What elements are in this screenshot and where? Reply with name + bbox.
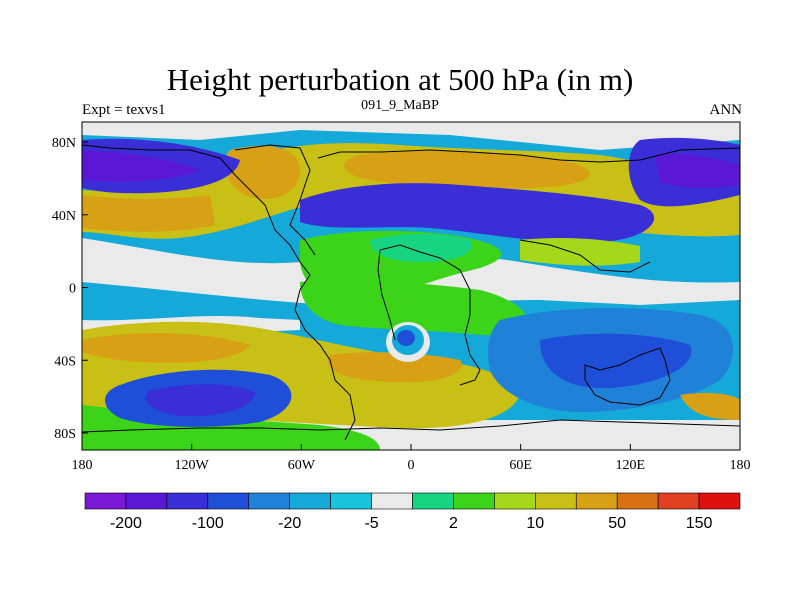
x-tick-label: 180	[730, 458, 751, 473]
x-tick-label: 60E	[509, 458, 532, 473]
colorbar-swatch	[207, 492, 250, 510]
north-pacific-trough-core	[82, 150, 200, 182]
colorbar-swatch	[412, 492, 454, 510]
x-tick-label: 120W	[175, 458, 210, 473]
colorbar-swatch	[84, 492, 127, 510]
coastline-antarctica	[82, 419, 740, 433]
siberia-trough-core	[655, 153, 740, 188]
colorbar-swatch	[657, 492, 700, 510]
coastline-south-asia	[519, 239, 651, 273]
y-tick-label: 40N	[52, 209, 76, 224]
y-axis: 80N 40N 0 40S 80S	[52, 136, 88, 442]
indian-ocean-trough-core	[540, 333, 692, 389]
south-orange-cell-center	[328, 352, 462, 383]
experiment-label: Expt = texvs1	[82, 102, 166, 118]
colorbar-swatch	[371, 492, 413, 510]
colorbar-swatch	[166, 492, 209, 510]
colorbar-swatch	[248, 492, 290, 510]
x-tick-label: 120E	[616, 458, 646, 473]
colorbar-swatch	[125, 492, 168, 510]
south-orange-cell-east	[680, 392, 740, 420]
coastline-americas-west	[82, 144, 356, 441]
north-orange-cell-east	[343, 150, 590, 189]
cutoff-low-core	[397, 330, 415, 346]
colorbar-label: 10	[526, 515, 544, 532]
colorbar-swatch	[330, 492, 372, 510]
season-label: ANN	[709, 102, 743, 118]
colorbar-label: -100	[192, 515, 224, 532]
zero-band-north	[82, 122, 740, 150]
south-pacific-trough-core	[145, 384, 255, 417]
colorbar-label: 150	[686, 515, 713, 532]
coastline-africa-west	[377, 249, 396, 341]
colorbar-label: 2	[449, 515, 458, 532]
coastlines	[82, 144, 740, 441]
y-tick-label: 80N	[52, 136, 76, 151]
colorbar-swatch	[575, 492, 618, 510]
coastline-africa-east	[379, 244, 481, 386]
colorbar: -200 -100 -20 -5 2 10 50 150	[84, 492, 741, 532]
coastline-eurasia-north	[317, 147, 740, 163]
colorbar-swatch	[494, 492, 536, 510]
colorbar-swatch	[535, 492, 577, 510]
north-orange-cell-west	[225, 145, 300, 199]
north-orange-cell-pacific	[82, 195, 215, 232]
y-tick-label: 40S	[54, 354, 76, 369]
south-orange-cell-west	[82, 333, 250, 363]
x-axis: 180 120W 60W 0 60E 120E 180	[72, 444, 751, 473]
x-tick-label: 0	[408, 458, 415, 473]
colorbar-label: -5	[364, 515, 378, 532]
southern-tropical-green	[300, 280, 528, 335]
x-tick-label: 60W	[288, 458, 316, 473]
colorbar-swatch	[289, 492, 331, 510]
period-label: 091_9_MaBP	[361, 98, 439, 113]
colorbar-label: -200	[110, 515, 142, 532]
coastline-north-america-east	[234, 144, 316, 256]
x-tick-label: 180	[72, 458, 93, 473]
contour-field	[82, 122, 740, 450]
colorbar-swatch	[616, 492, 659, 510]
colorbar-swatch	[698, 492, 741, 510]
coastline-australia	[584, 347, 671, 406]
colorbar-label: 50	[608, 515, 626, 532]
y-tick-label: 80S	[54, 427, 76, 442]
tropical-teal-cell	[370, 234, 472, 262]
eurasia-trough	[300, 183, 655, 243]
y-tick-label: 0	[69, 282, 76, 297]
colorbar-swatch	[453, 492, 495, 510]
colorbar-label: -20	[278, 515, 301, 532]
chart-title: Height perturbation at 500 hPa (in m)	[166, 62, 634, 97]
